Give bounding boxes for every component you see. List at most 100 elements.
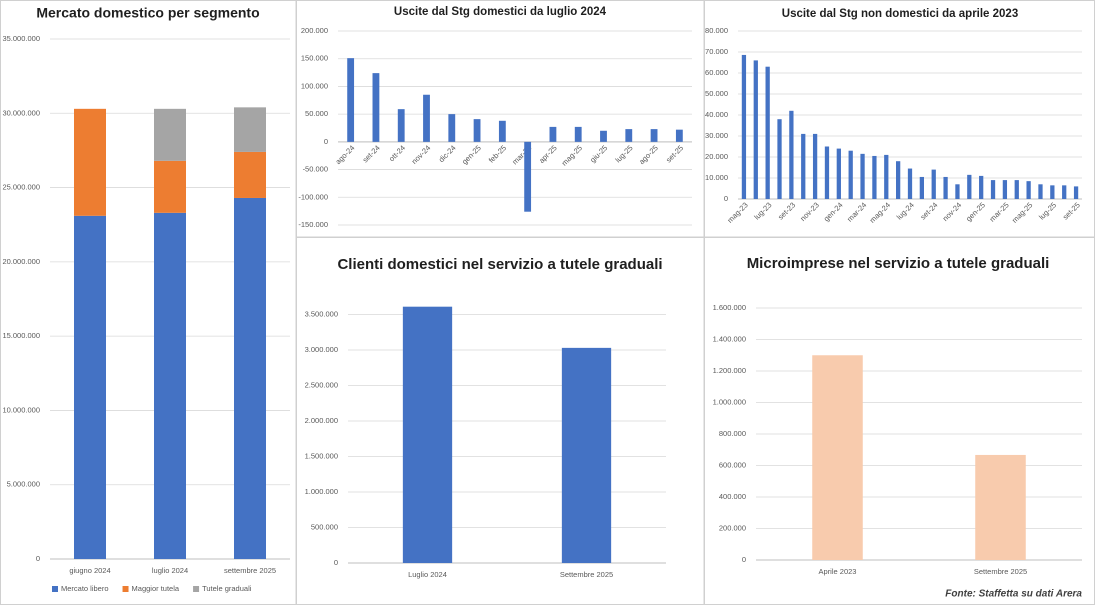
y-tick-label: 0 xyxy=(742,555,746,564)
bar xyxy=(549,126,557,142)
bar xyxy=(1026,181,1031,199)
y-tick-label: 40.000 xyxy=(705,110,728,119)
y-tick-label: -100.000 xyxy=(298,192,328,201)
y-tick-label: 20.000.000 xyxy=(2,257,40,266)
panel xyxy=(704,237,1095,605)
bar xyxy=(561,347,612,563)
bar-segment xyxy=(154,212,186,560)
chart-title: Microimprese nel servizio a tutele gradu… xyxy=(747,255,1050,272)
bar xyxy=(979,175,984,199)
bar xyxy=(884,154,889,199)
bar xyxy=(896,161,901,199)
x-tick-label: giugno 2024 xyxy=(69,566,110,575)
panel xyxy=(296,0,705,238)
bar xyxy=(812,355,863,560)
bar-segment xyxy=(74,215,106,560)
bar xyxy=(1050,185,1055,199)
y-tick-label: 20.000 xyxy=(705,152,728,161)
bar xyxy=(907,168,913,199)
y-tick-label: 150.000 xyxy=(301,54,328,63)
bar xyxy=(765,66,770,199)
y-tick-label: 50.000 xyxy=(705,89,728,98)
legend-swatch xyxy=(122,586,129,592)
chart-title: Uscite dal Stg domestici da luglio 2024 xyxy=(394,6,607,18)
x-tick-label: luglio 2024 xyxy=(152,566,188,575)
bar xyxy=(777,119,782,199)
bar xyxy=(990,180,996,199)
legend-label: Tutele graduali xyxy=(202,584,252,593)
bar xyxy=(943,176,948,199)
y-tick-label: 30.000.000 xyxy=(2,108,40,117)
bar xyxy=(675,129,683,142)
chart-title: Clienti domestici nel servizio a tutele … xyxy=(337,256,662,273)
y-tick-label: 3.500.000 xyxy=(305,309,338,318)
y-tick-label: 2.000.000 xyxy=(305,416,338,425)
bar xyxy=(741,54,747,199)
bar xyxy=(524,141,532,212)
bar xyxy=(955,184,960,199)
x-tick-label: Settembre 2025 xyxy=(974,567,1027,576)
y-tick-label: 400.000 xyxy=(719,492,746,501)
bar-segment xyxy=(154,160,186,213)
bar xyxy=(801,133,806,199)
bar xyxy=(931,169,936,199)
x-tick-label: Luglio 2024 xyxy=(408,570,447,579)
chart-title: Mercato domestico per segmento xyxy=(36,5,259,21)
bar xyxy=(812,133,818,199)
y-tick-label: 25.000.000 xyxy=(2,183,40,192)
y-tick-label: 500.000 xyxy=(311,522,338,531)
y-tick-label: -50.000 xyxy=(303,165,328,174)
y-tick-label: 600.000 xyxy=(719,460,746,469)
source-note: Fonte: Staffetta su dati Arera xyxy=(945,589,1082,600)
y-tick-label: 70.000 xyxy=(705,47,728,56)
bar xyxy=(919,176,924,199)
y-tick-label: 35.000.000 xyxy=(2,34,40,43)
legend-swatch xyxy=(193,586,200,592)
bar xyxy=(372,73,380,142)
y-tick-label: 1.200.000 xyxy=(713,366,746,375)
y-tick-label: 800.000 xyxy=(719,429,746,438)
y-tick-label: 1.400.000 xyxy=(713,334,746,343)
y-tick-label: 1.000.000 xyxy=(305,487,338,496)
y-tick-label: 200.000 xyxy=(301,26,328,35)
y-tick-label: 0 xyxy=(724,194,728,203)
y-tick-label: 0 xyxy=(36,554,40,563)
bar xyxy=(967,174,972,199)
bar-segment xyxy=(154,108,186,161)
y-tick-label: 10.000 xyxy=(705,173,728,182)
y-tick-label: 50.000 xyxy=(305,109,328,118)
chart-title: Uscite dal Stg non domestici da aprile 2… xyxy=(782,8,1018,20)
x-tick-label: Settembre 2025 xyxy=(560,570,613,579)
legend-label: Mercato libero xyxy=(61,584,109,593)
bar xyxy=(347,58,355,142)
bar-segment xyxy=(234,151,266,198)
bar xyxy=(753,60,758,200)
bar xyxy=(397,109,405,142)
bar-segment xyxy=(234,197,266,559)
bar xyxy=(1038,184,1043,199)
y-tick-label: 60.000 xyxy=(705,68,728,77)
bar xyxy=(872,155,877,199)
y-tick-label: 2.500.000 xyxy=(305,380,338,389)
bar xyxy=(789,110,794,199)
y-tick-label: 10.000.000 xyxy=(2,405,40,414)
bar xyxy=(1014,180,1019,199)
bar xyxy=(824,146,830,199)
bar xyxy=(650,129,658,142)
legend-swatch xyxy=(52,586,58,592)
bar xyxy=(423,94,430,142)
bar-segment xyxy=(74,108,106,216)
y-tick-label: 15.000.000 xyxy=(2,331,40,340)
y-tick-label: -150.000 xyxy=(298,220,328,229)
bar xyxy=(625,129,633,142)
y-tick-label: 1.500.000 xyxy=(305,451,338,460)
bar xyxy=(848,150,853,199)
bar xyxy=(402,306,453,563)
x-tick-label: settembre 2025 xyxy=(224,566,276,575)
legend-label: Maggior tutela xyxy=(132,584,180,593)
y-tick-label: 100.000 xyxy=(301,81,328,90)
bar xyxy=(448,114,456,142)
bar xyxy=(473,119,481,142)
bar xyxy=(860,153,865,199)
